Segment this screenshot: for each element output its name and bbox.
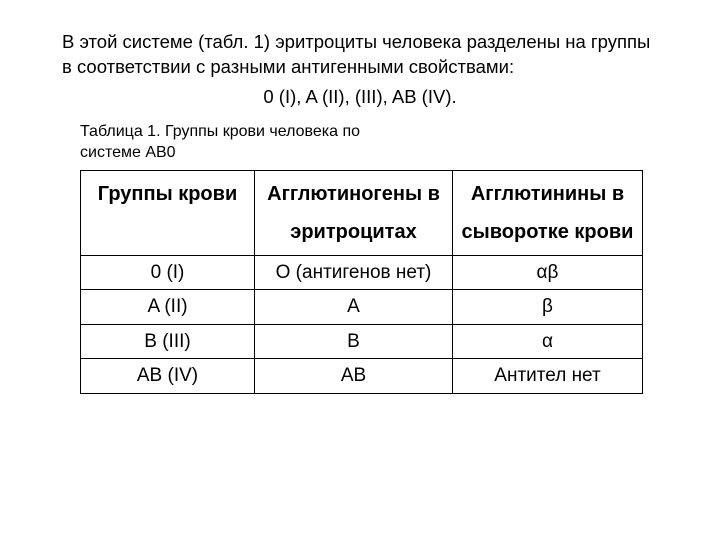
cell-agglutinins: Антител нет — [453, 359, 643, 394]
table-caption: Таблица 1. Группы крови человека по сист… — [80, 122, 420, 164]
blood-groups-table: Группы крови Агглютиногены в эритроцитах… — [80, 170, 643, 395]
table-row: B (III) В α — [81, 324, 643, 359]
cell-agglutinogens: В — [255, 324, 453, 359]
table-row: 0 (I) О (антигенов нет) αβ — [81, 255, 643, 290]
col-header-agglutinogens: Агглютиногены в эритроцитах — [255, 170, 453, 255]
cell-group: A (II) — [81, 290, 255, 325]
cell-agglutinins: αβ — [453, 255, 643, 290]
cell-group: 0 (I) — [81, 255, 255, 290]
cell-group: AB (IV) — [81, 359, 255, 394]
page: В этой системе (табл. 1) эритроциты чело… — [0, 0, 720, 414]
cell-group: B (III) — [81, 324, 255, 359]
cell-agglutinins: α — [453, 324, 643, 359]
cell-agglutinogens: О (антигенов нет) — [255, 255, 453, 290]
intro-paragraph: В этой системе (табл. 1) эритроциты чело… — [62, 30, 658, 80]
cell-agglutinins: β — [453, 290, 643, 325]
table-row: A (II) А β — [81, 290, 643, 325]
col-header-agglutinins: Агглютинины в сыворотке крови — [453, 170, 643, 255]
table-row: AB (IV) АВ Антител нет — [81, 359, 643, 394]
cell-agglutinogens: АВ — [255, 359, 453, 394]
blood-groups-line: 0 (I), A (II), (III), AB (IV). — [62, 86, 658, 108]
table-header-row: Группы крови Агглютиногены в эритроцитах… — [81, 170, 643, 255]
col-header-group: Группы крови — [81, 170, 255, 255]
cell-agglutinogens: А — [255, 290, 453, 325]
